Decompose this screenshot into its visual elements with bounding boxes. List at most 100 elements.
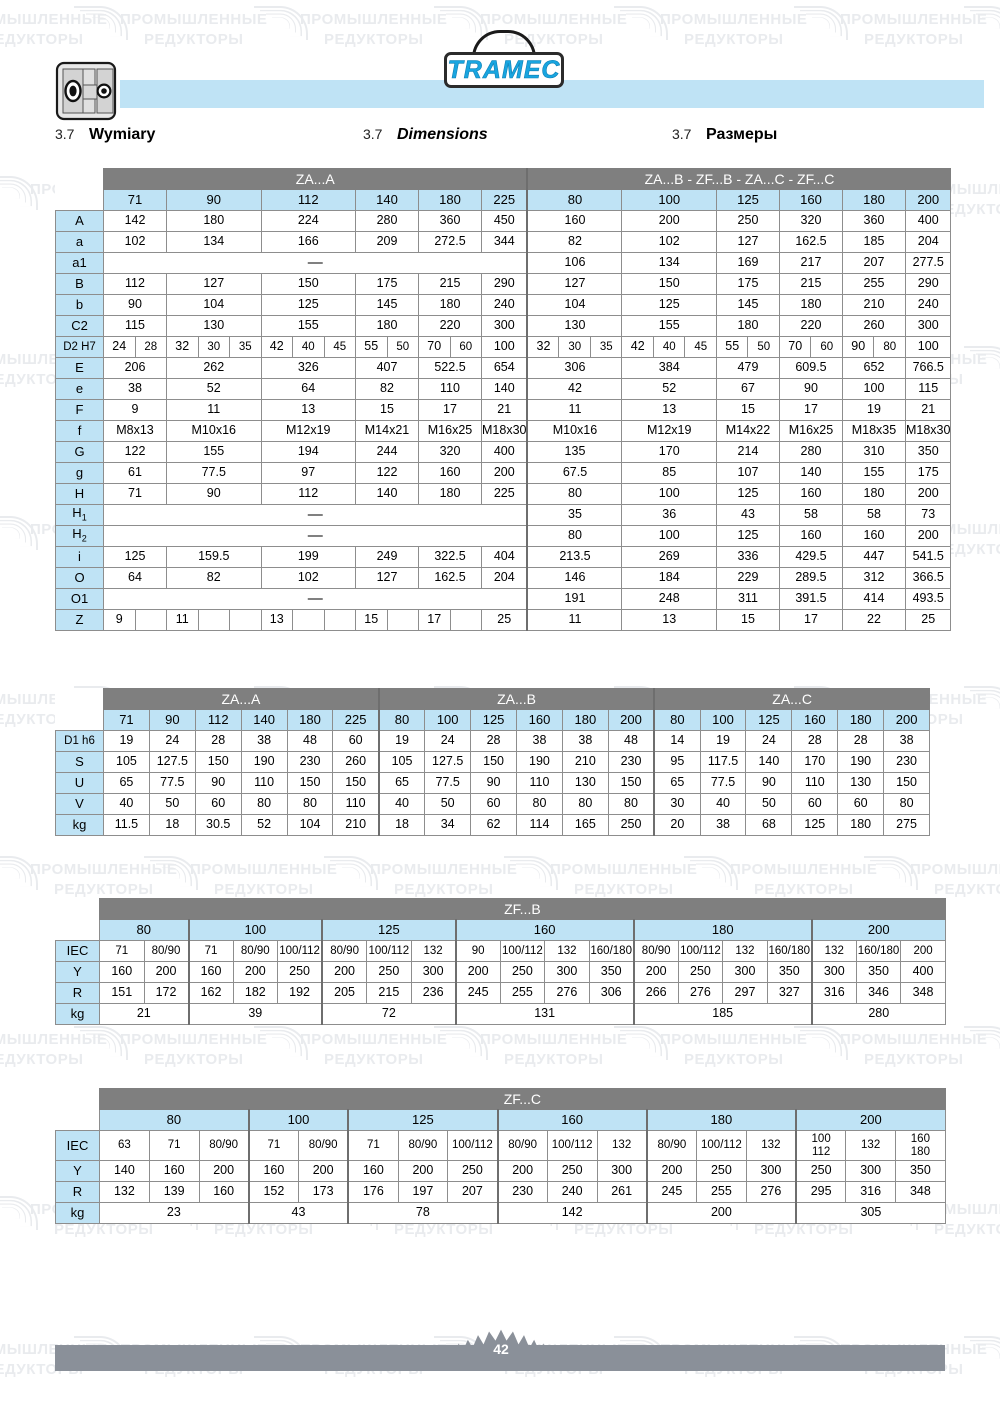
- cell-value: 15: [715, 399, 780, 421]
- table-group-header: ZF...C: [55, 1088, 946, 1110]
- cell-value: 344: [481, 231, 528, 253]
- cell-value: 95: [653, 751, 701, 773]
- cell-value: 214: [715, 441, 780, 463]
- cell-value: 43: [715, 504, 780, 526]
- cell-value: 175: [715, 273, 780, 295]
- size-header: 200: [794, 1109, 946, 1131]
- cell-value: 260: [332, 751, 380, 773]
- cell-value: 384: [621, 357, 717, 379]
- cell-value: 160: [247, 1160, 299, 1182]
- cell-value: M16x25: [778, 420, 843, 442]
- cell-value: 90: [470, 772, 518, 794]
- cell-value: 145: [715, 294, 780, 316]
- cell-value: 316: [845, 1181, 896, 1203]
- page-number-badge: 42: [455, 1325, 547, 1371]
- cell-bore: 45: [684, 336, 717, 358]
- row-label: A: [55, 210, 104, 232]
- size-header: 125: [347, 1109, 499, 1131]
- row-label: i: [55, 546, 104, 568]
- cell-value: 11: [166, 609, 199, 631]
- cell-value: 160: [198, 1181, 250, 1203]
- cell-bore: 55: [355, 336, 388, 358]
- cell-value: 125: [621, 294, 717, 316]
- cell-value: 250: [277, 961, 323, 983]
- cell-value: 160: [99, 961, 145, 983]
- cell-value: 18: [377, 814, 426, 836]
- row-label: IEC: [55, 1130, 100, 1161]
- cell-value: 139: [148, 1181, 200, 1203]
- cell-iec: 160/180: [766, 940, 813, 962]
- cell-value: 9: [103, 399, 167, 421]
- watermark-fan-icon: [964, 1026, 1000, 1060]
- cell-empty: [197, 609, 230, 631]
- cell-iec: 100/112: [677, 940, 724, 962]
- watermark-fan-icon: [614, 1026, 668, 1060]
- cell-value: 90: [166, 483, 262, 505]
- table-row-kg: kg 21 39 72 131 185 280: [55, 1003, 946, 1025]
- cell-value: 300: [596, 1160, 648, 1182]
- cell-value: 180: [355, 315, 419, 337]
- watermark-fan-icon: [254, 1026, 308, 1060]
- watermark-fan-icon: [794, 6, 848, 40]
- cell-value: 90: [778, 378, 843, 400]
- size-header-left: 90: [166, 189, 262, 211]
- cell-iec: 80/90: [232, 940, 279, 962]
- cell-value: 65: [377, 772, 426, 794]
- cell-value: 200: [904, 483, 952, 505]
- table-group-header: ZA...A ZA...B ZA...C: [55, 688, 931, 710]
- cell-bore: 24: [103, 336, 136, 358]
- cell-value: 200: [143, 961, 190, 983]
- size-header: 100: [424, 709, 472, 731]
- cell-value: 400: [900, 961, 946, 983]
- table-row-iec: IEC 63 71 80/90 71 80/90 71 80/90 100/112 80/90 10…: [55, 1130, 946, 1161]
- size-header: 100: [699, 709, 747, 731]
- cell-value: 60: [470, 793, 518, 815]
- cell-value: 360: [841, 210, 906, 232]
- cell-empty: [292, 609, 325, 631]
- cell-value: 19: [841, 399, 906, 421]
- cell-value: 105: [377, 751, 426, 773]
- cell-value: 217: [778, 252, 843, 274]
- table-row: O 64 82 102 127 162.5 204 146 184 229 289.5 312 366.…: [55, 567, 952, 589]
- cell-value: 21: [904, 399, 952, 421]
- row-label: a1: [55, 252, 104, 274]
- cell-value: 38: [516, 730, 563, 752]
- watermark-fan-icon: [964, 686, 1000, 720]
- cell-bore: 35: [229, 336, 262, 358]
- cell-value: 346: [855, 982, 902, 1004]
- cell-dash: —: [103, 252, 528, 274]
- cell-value: 170: [621, 441, 717, 463]
- size-header-right: 180: [841, 189, 906, 211]
- cell-value: 152: [247, 1181, 299, 1203]
- cell-value: 67.5: [526, 462, 623, 484]
- size-header: 180: [561, 709, 609, 731]
- cell-value: 654: [481, 357, 528, 379]
- cell-empty: [323, 609, 356, 631]
- cell-value: 173: [298, 1181, 349, 1203]
- cell-value: 348: [895, 1181, 946, 1203]
- cell-value: 65: [103, 772, 150, 794]
- cell-value: 190: [516, 751, 563, 773]
- cell-iec: 71: [148, 1130, 200, 1161]
- cell-value: 350: [588, 961, 635, 983]
- watermark-fan-icon: [794, 1026, 848, 1060]
- cell-value: 42: [526, 378, 623, 400]
- size-header-right: 200: [904, 189, 952, 211]
- cell-value: 250: [677, 961, 724, 983]
- cell-value: 300: [810, 961, 857, 983]
- cell-value: 14: [653, 730, 701, 752]
- cell-value: 206: [103, 357, 167, 379]
- section-heading-en: 3.7 Dimensions: [363, 126, 488, 144]
- gearbox-product-icon: [55, 61, 117, 121]
- cell-value: 13: [260, 609, 293, 631]
- tramec-logo: TRAMEC: [444, 30, 564, 92]
- cell-weight: 200: [645, 1202, 797, 1224]
- cell-value: 11.5: [103, 814, 150, 836]
- cell-value: 9: [103, 609, 136, 631]
- cell-value: 140: [481, 378, 528, 400]
- cell-bore: 42: [260, 336, 293, 358]
- cell-value: 17: [418, 609, 451, 631]
- row-label: D2 H7: [55, 336, 104, 358]
